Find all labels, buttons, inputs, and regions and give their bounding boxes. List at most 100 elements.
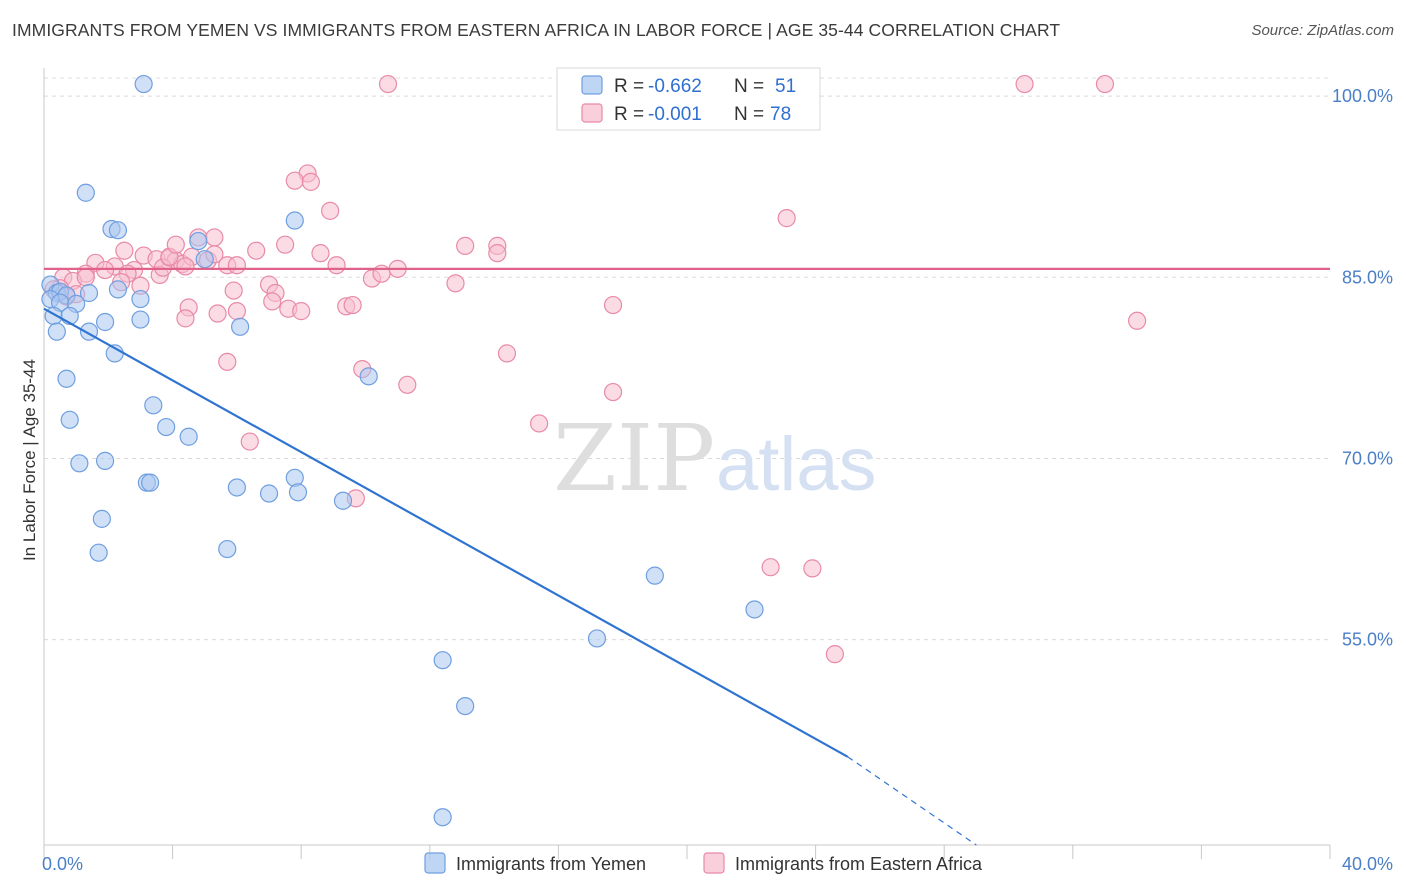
y-tick-label: 70.0%: [1342, 448, 1393, 468]
series-eastern-africa-points: [44, 74, 1147, 664]
data-point-eastern-africa: [1127, 311, 1147, 330]
legend-r-label-yemen: R =: [614, 76, 644, 97]
data-point-eastern-africa: [488, 244, 507, 263]
grid-lines: [44, 77, 1330, 641]
data-point-yemen: [189, 231, 208, 251]
data-point-yemen: [227, 478, 246, 497]
data-point-yemen: [89, 543, 108, 562]
data-point-yemen: [333, 491, 353, 510]
data-point-yemen: [745, 600, 764, 619]
data-point-eastern-africa: [456, 236, 475, 255]
data-point-yemen: [60, 410, 79, 429]
data-point-eastern-africa: [227, 256, 246, 275]
data-point-eastern-africa: [276, 235, 295, 254]
data-point-eastern-africa: [327, 256, 346, 275]
trend-line-yemen: [43, 307, 849, 758]
data-point-eastern-africa: [803, 559, 822, 578]
bottom-legend-label-eastern-africa: Immigrants from Eastern Africa: [735, 854, 983, 874]
legend-r-label-eastern-africa: R =: [614, 104, 644, 125]
data-point-yemen: [134, 74, 153, 94]
data-point-eastern-africa: [285, 171, 304, 190]
bottom-legend-swatch-yemen: [424, 852, 446, 874]
y-axis-label: In Labor Force | Age 35-44: [20, 359, 39, 561]
legend-swatch-yemen: [581, 75, 603, 95]
data-point-eastern-africa: [343, 295, 362, 315]
data-point-eastern-africa: [603, 382, 623, 402]
data-point-yemen: [259, 484, 279, 503]
data-point-eastern-africa: [205, 228, 224, 247]
data-point-eastern-africa: [292, 302, 311, 321]
data-point-yemen: [231, 317, 250, 336]
data-point-eastern-africa: [240, 432, 259, 451]
data-point-eastern-africa: [321, 201, 340, 220]
data-point-eastern-africa: [398, 375, 417, 394]
trend-lines: [43, 267, 1330, 846]
trend-line-yemen-extension: [847, 756, 977, 846]
legend-n-label-yemen: N =: [734, 76, 764, 97]
legend-r-value-eastern-africa: -0.001: [648, 104, 702, 125]
chart-title: IMMIGRANTS FROM YEMEN VS IMMIGRANTS FROM…: [12, 20, 1061, 40]
data-point-yemen: [131, 289, 150, 309]
legend-swatch-eastern-africa: [581, 103, 603, 123]
data-point-yemen: [645, 566, 664, 585]
watermark: ZIP atlas: [553, 405, 877, 512]
data-point-yemen: [95, 312, 115, 332]
y-tick-label: 85.0%: [1342, 267, 1393, 287]
data-point-eastern-africa: [372, 264, 391, 283]
x-tick-0: 0.0%: [42, 854, 83, 874]
bottom-legend-swatch-eastern-africa: [703, 852, 725, 874]
data-point-eastern-africa: [208, 304, 227, 323]
data-point-eastern-africa: [603, 295, 623, 315]
data-point-eastern-africa: [176, 309, 195, 328]
data-point-eastern-africa: [166, 235, 185, 254]
data-point-yemen: [433, 651, 452, 670]
data-point-eastern-africa: [1015, 74, 1034, 94]
data-point-yemen: [108, 280, 128, 299]
data-point-yemen: [108, 221, 128, 240]
data-point-eastern-africa: [378, 74, 398, 94]
data-point-yemen: [587, 629, 607, 648]
y-tick-labels: 100.0% 85.0% 70.0% 55.0%: [1332, 86, 1393, 650]
data-point-yemen: [57, 369, 76, 388]
data-point-eastern-africa: [227, 302, 246, 321]
data-point-yemen: [140, 473, 160, 492]
data-point-eastern-africa: [224, 281, 243, 300]
data-point-yemen: [76, 183, 95, 202]
data-point-yemen: [79, 283, 99, 303]
data-point-yemen: [433, 808, 452, 827]
stats-legend: R = -0.662 N = 51 R = -0.001 N = 78: [556, 67, 821, 131]
series-yemen-points: [41, 74, 764, 827]
chart-source: Source: ZipAtlas.com: [1251, 22, 1394, 39]
data-point-eastern-africa: [825, 645, 844, 664]
data-point-eastern-africa: [1095, 74, 1115, 94]
data-point-yemen: [92, 509, 111, 528]
x-tick-40: 40.0%: [1342, 854, 1393, 874]
data-point-eastern-africa: [497, 344, 517, 363]
watermark-zip: ZIP: [553, 405, 715, 512]
data-point-eastern-africa: [446, 274, 465, 293]
data-point-eastern-africa: [247, 241, 266, 260]
data-point-eastern-africa: [218, 352, 237, 371]
data-point-eastern-africa: [176, 257, 195, 276]
data-point-yemen: [285, 211, 304, 230]
data-point-eastern-africa: [530, 414, 549, 433]
data-point-yemen: [288, 483, 308, 502]
data-point-yemen: [359, 367, 378, 386]
bottom-legend-label-yemen: Immigrants from Yemen: [456, 854, 646, 874]
watermark-atlas: atlas: [716, 422, 877, 507]
data-point-yemen: [95, 451, 115, 470]
data-point-yemen: [144, 396, 163, 415]
data-point-yemen: [218, 539, 237, 559]
data-point-eastern-africa: [263, 292, 282, 311]
data-point-eastern-africa: [115, 241, 134, 260]
legend-n-label-eastern-africa: N =: [734, 104, 764, 125]
data-point-yemen: [47, 322, 66, 341]
data-point-yemen: [131, 310, 150, 329]
data-point-yemen: [70, 454, 89, 473]
legend-n-value-yemen: 51: [775, 76, 796, 97]
data-point-yemen: [157, 417, 176, 437]
y-tick-label: 100.0%: [1332, 86, 1393, 106]
y-tick-label: 55.0%: [1342, 630, 1393, 650]
data-point-eastern-africa: [761, 558, 780, 577]
